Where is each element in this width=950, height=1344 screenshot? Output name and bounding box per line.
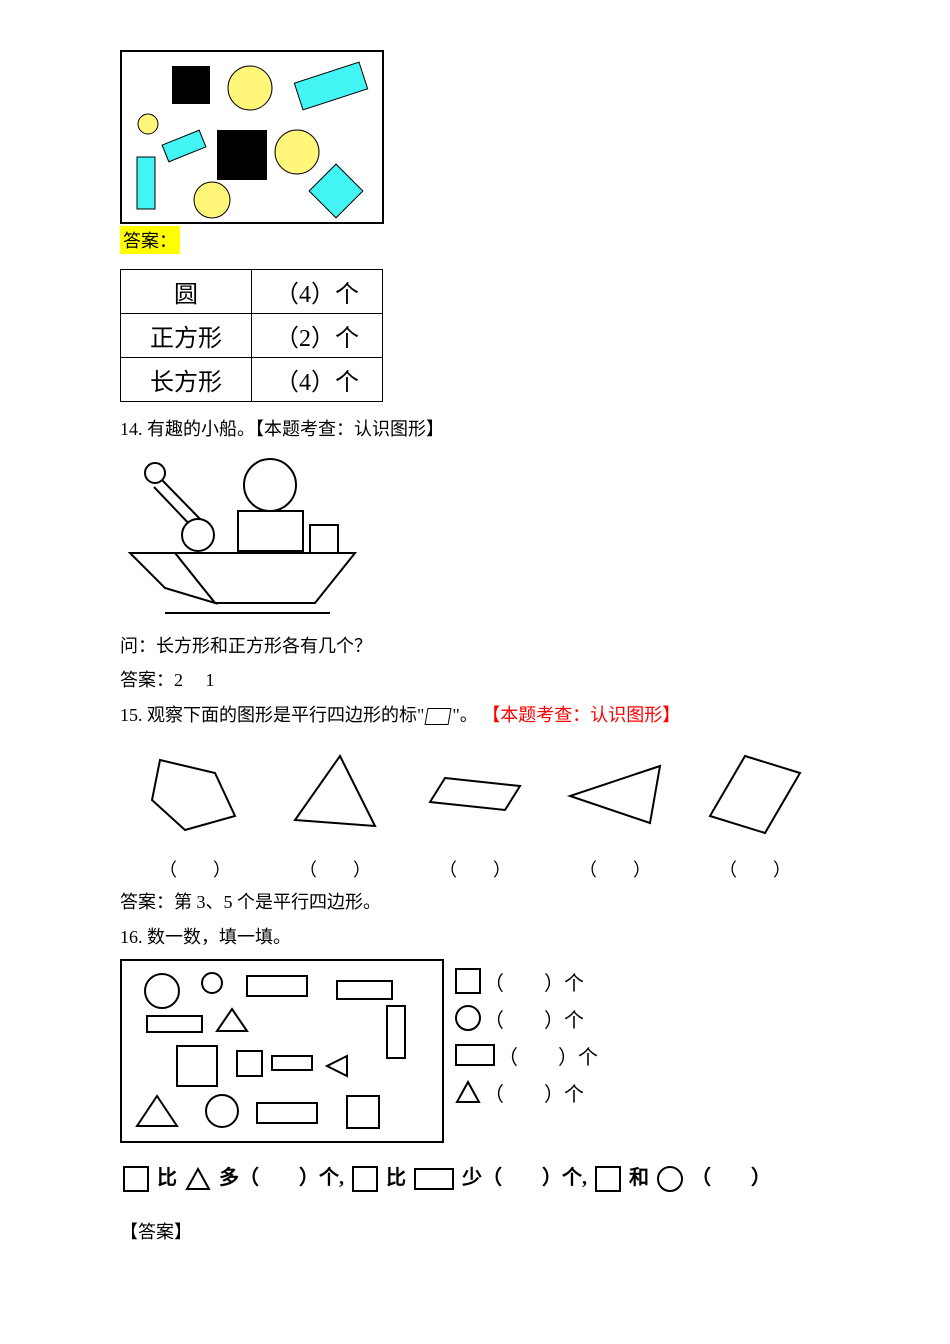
compare-p2: 多（ ）个,	[219, 1167, 344, 1189]
table-cell-value: （4）个	[252, 270, 383, 314]
shapes-svg	[122, 52, 382, 222]
table-cell-label: 圆	[121, 270, 252, 314]
parallelogram-icon	[425, 708, 452, 725]
q15-label-3: （ ）	[420, 856, 530, 882]
circle-icon	[657, 1166, 683, 1192]
q15-label-4: （ ）	[560, 856, 670, 882]
triangle-icon	[185, 1167, 211, 1191]
rectangle-icon	[455, 1044, 495, 1066]
shape-1	[140, 748, 250, 838]
q15-title-after: "。	[452, 705, 477, 725]
q15-title-before: 观察下面的图形是平行四边形的标"	[147, 705, 424, 725]
triangle-icon	[455, 1080, 481, 1104]
answer-table: 圆 （4）个 正方形 （2）个 长方形 （4）个	[120, 269, 383, 402]
boat-svg	[120, 453, 380, 623]
legend-triangle: （ ）个	[452, 1078, 598, 1107]
shape-2	[280, 748, 390, 838]
table-cell-label: 长方形	[121, 358, 252, 402]
table-cell-value: （4）个	[252, 358, 383, 402]
answer-label: 答案：	[120, 226, 180, 254]
q15-label-5: （ ）	[700, 856, 810, 882]
table-cell-value: （2）个	[252, 314, 383, 358]
table-row: 正方形 （2）个	[121, 314, 383, 358]
shapes-diagram-box	[120, 50, 384, 224]
q16-compare-line: 比 多（ ）个, 比 少（ ）个, 和 （ ）	[120, 1161, 830, 1192]
q16-title: 16. 数一数，填一填。	[120, 922, 830, 953]
q14-title-text: 有趣的小船。【本题考查：认识图形】	[147, 419, 444, 439]
legend-square-text: （ ）个	[484, 967, 584, 996]
q14-title: 14. 有趣的小船。【本题考查：认识图形】	[120, 414, 830, 445]
square-icon	[595, 1166, 621, 1192]
compare-p1: 比	[157, 1167, 177, 1189]
square-icon	[123, 1166, 149, 1192]
q15-label-2: （ ）	[280, 856, 390, 882]
shape-4	[560, 748, 670, 838]
q16-svg	[122, 961, 442, 1141]
q14-question: 问：长方形和正方形各有几个？	[120, 631, 830, 662]
legend-square: （ ）个	[452, 967, 598, 996]
square-icon	[352, 1166, 378, 1192]
q15-answer: 答案：第 3、5 个是平行四边形。	[120, 887, 830, 918]
compare-p3: 比	[386, 1167, 406, 1189]
boat-diagram	[120, 453, 830, 623]
legend-circle: （ ）个	[452, 1004, 598, 1033]
shape-5	[700, 748, 810, 838]
q16-legend: （ ）个 （ ）个 （ ）个 （ ）个	[452, 959, 598, 1115]
circle-icon	[455, 1005, 481, 1031]
table-row: 长方形 （4）个	[121, 358, 383, 402]
q16-number: 16.	[120, 927, 143, 947]
compare-p6: （ ）	[691, 1167, 771, 1189]
shape-3	[420, 748, 530, 838]
q16-container: （ ）个 （ ）个 （ ）个 （ ）个	[120, 959, 830, 1143]
square-icon	[455, 968, 481, 994]
q16-title-text: 数一数，填一填。	[147, 927, 291, 947]
table-row: 圆 （4）个	[121, 270, 383, 314]
compare-p4: 少（ ）个,	[462, 1167, 587, 1189]
q15-label-1: （ ）	[140, 856, 250, 882]
table-cell-label: 正方形	[121, 314, 252, 358]
q15-tag: 【本题考查：认识图形】	[482, 705, 680, 725]
rectangle-icon	[414, 1168, 454, 1190]
legend-triangle-text: （ ）个	[484, 1078, 584, 1107]
q14-answer: 答案：2 1	[120, 665, 830, 696]
legend-circle-text: （ ）个	[484, 1004, 584, 1033]
q15-number: 15.	[120, 705, 143, 725]
q16-shapes-box	[120, 959, 444, 1143]
q15-title: 15. 观察下面的图形是平行四边形的标" "。 【本题考查：认识图形】	[120, 700, 830, 731]
q15-labels-row: （ ） （ ） （ ） （ ） （ ）	[140, 856, 810, 882]
q16-answer-label: 【答案】	[120, 1217, 830, 1248]
q14-number: 14.	[120, 419, 143, 439]
q15-shapes-row	[140, 748, 810, 838]
legend-rect-text: （ ）个	[498, 1041, 598, 1070]
compare-p5: 和	[629, 1167, 649, 1189]
legend-rect: （ ）个	[452, 1041, 598, 1070]
